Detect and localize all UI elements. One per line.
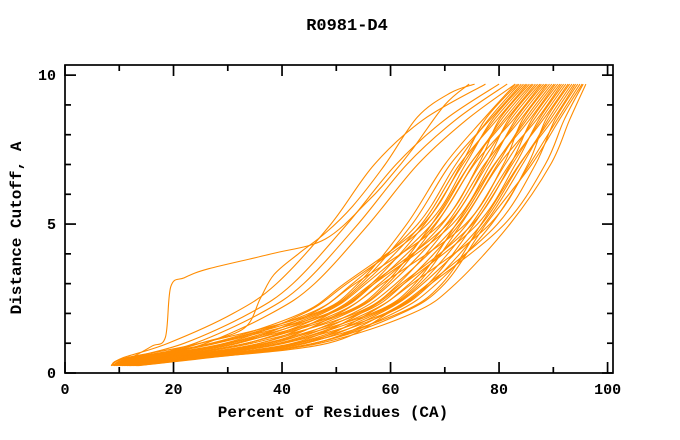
y-tick-label: 5 bbox=[47, 217, 56, 234]
chart-title: R0981-D4 bbox=[306, 17, 388, 36]
y-tick-label: 10 bbox=[38, 68, 56, 85]
axes-layer bbox=[64, 64, 614, 374]
y-axis-label: Distance Cutoff, A bbox=[8, 141, 26, 314]
x-tick-label: 100 bbox=[594, 382, 621, 399]
y-tick-label: 0 bbox=[47, 366, 56, 383]
x-tick-label: 40 bbox=[273, 382, 291, 399]
plot-frame bbox=[64, 64, 614, 374]
model-curve bbox=[138, 83, 587, 367]
model-curve bbox=[116, 83, 508, 367]
x-tick-label: 80 bbox=[490, 382, 508, 399]
model-curve bbox=[118, 83, 536, 367]
model-curve bbox=[115, 83, 528, 367]
tick-labels-layer: 0 20 40 60 80 100 0 5 10 bbox=[38, 68, 621, 399]
x-tick-label: 60 bbox=[382, 382, 400, 399]
model-curve bbox=[119, 83, 516, 367]
model-curve bbox=[113, 83, 500, 367]
model-curve bbox=[121, 83, 542, 367]
model-curve bbox=[110, 83, 486, 367]
model-curve bbox=[126, 83, 556, 367]
x-axis-label: Percent of Residues (CA) bbox=[218, 404, 448, 422]
x-tick-label: 0 bbox=[60, 382, 69, 399]
model-curve bbox=[110, 83, 470, 367]
model-curve bbox=[113, 83, 475, 367]
x-tick-label: 20 bbox=[165, 382, 183, 399]
curves-layer bbox=[110, 83, 587, 367]
